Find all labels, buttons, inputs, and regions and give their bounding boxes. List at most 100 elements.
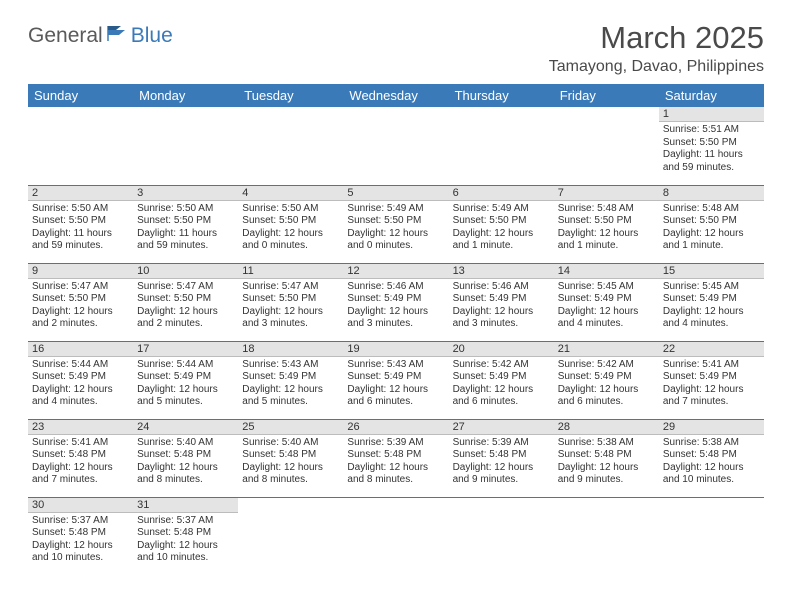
- day-details: Sunrise: 5:43 AMSunset: 5:49 PMDaylight:…: [238, 357, 343, 412]
- day-number: 12: [343, 264, 448, 279]
- day-details: Sunrise: 5:39 AMSunset: 5:48 PMDaylight:…: [449, 435, 554, 490]
- day-number: 13: [449, 264, 554, 279]
- day-number: 14: [554, 264, 659, 279]
- day-details: Sunrise: 5:45 AMSunset: 5:49 PMDaylight:…: [659, 279, 764, 334]
- day-details: Sunrise: 5:47 AMSunset: 5:50 PMDaylight:…: [133, 279, 238, 334]
- calendar-day-cell: 14Sunrise: 5:45 AMSunset: 5:49 PMDayligh…: [554, 263, 659, 341]
- day-number: 26: [343, 420, 448, 435]
- day-number: 10: [133, 264, 238, 279]
- day-number: 20: [449, 342, 554, 357]
- day-number: 8: [659, 186, 764, 201]
- calendar-week: 1Sunrise: 5:51 AMSunset: 5:50 PMDaylight…: [28, 107, 764, 185]
- day-details: Sunrise: 5:37 AMSunset: 5:48 PMDaylight:…: [133, 513, 238, 568]
- calendar-day-cell: 7Sunrise: 5:48 AMSunset: 5:50 PMDaylight…: [554, 185, 659, 263]
- day-number: 31: [133, 498, 238, 513]
- calendar-day-cell: 31Sunrise: 5:37 AMSunset: 5:48 PMDayligh…: [133, 497, 238, 575]
- calendar-day-cell: 17Sunrise: 5:44 AMSunset: 5:49 PMDayligh…: [133, 341, 238, 419]
- calendar-day-cell: [554, 107, 659, 185]
- day-number: 25: [238, 420, 343, 435]
- day-number: 6: [449, 186, 554, 201]
- day-details: Sunrise: 5:48 AMSunset: 5:50 PMDaylight:…: [659, 201, 764, 256]
- calendar-day-cell: 24Sunrise: 5:40 AMSunset: 5:48 PMDayligh…: [133, 419, 238, 497]
- day-details: Sunrise: 5:42 AMSunset: 5:49 PMDaylight:…: [554, 357, 659, 412]
- weekday-header: Tuesday: [238, 84, 343, 107]
- calendar-day-cell: 29Sunrise: 5:38 AMSunset: 5:48 PMDayligh…: [659, 419, 764, 497]
- day-number: 15: [659, 264, 764, 279]
- day-details: Sunrise: 5:42 AMSunset: 5:49 PMDaylight:…: [449, 357, 554, 412]
- day-number: 24: [133, 420, 238, 435]
- brand-part2: Blue: [131, 24, 173, 48]
- day-details: Sunrise: 5:50 AMSunset: 5:50 PMDaylight:…: [238, 201, 343, 256]
- calendar-day-cell: 6Sunrise: 5:49 AMSunset: 5:50 PMDaylight…: [449, 185, 554, 263]
- day-details: Sunrise: 5:37 AMSunset: 5:48 PMDaylight:…: [28, 513, 133, 568]
- day-number: 30: [28, 498, 133, 513]
- title-block: March 2025 Tamayong, Davao, Philippines: [549, 20, 764, 76]
- calendar-day-cell: [28, 107, 133, 185]
- day-number: 2: [28, 186, 133, 201]
- day-number: 27: [449, 420, 554, 435]
- day-details: Sunrise: 5:51 AMSunset: 5:50 PMDaylight:…: [659, 122, 764, 177]
- calendar-day-cell: 26Sunrise: 5:39 AMSunset: 5:48 PMDayligh…: [343, 419, 448, 497]
- calendar-day-cell: 9Sunrise: 5:47 AMSunset: 5:50 PMDaylight…: [28, 263, 133, 341]
- calendar-table: SundayMondayTuesdayWednesdayThursdayFrid…: [28, 84, 764, 575]
- day-number: 3: [133, 186, 238, 201]
- calendar-day-cell: 22Sunrise: 5:41 AMSunset: 5:49 PMDayligh…: [659, 341, 764, 419]
- day-number: 1: [659, 107, 764, 122]
- flag-icon: [107, 24, 129, 42]
- day-number: 29: [659, 420, 764, 435]
- day-number: 17: [133, 342, 238, 357]
- day-details: Sunrise: 5:43 AMSunset: 5:49 PMDaylight:…: [343, 357, 448, 412]
- day-number: 28: [554, 420, 659, 435]
- calendar-day-cell: 3Sunrise: 5:50 AMSunset: 5:50 PMDaylight…: [133, 185, 238, 263]
- day-details: Sunrise: 5:48 AMSunset: 5:50 PMDaylight:…: [554, 201, 659, 256]
- calendar-week: 9Sunrise: 5:47 AMSunset: 5:50 PMDaylight…: [28, 263, 764, 341]
- calendar-day-cell: [449, 107, 554, 185]
- calendar-day-cell: [238, 107, 343, 185]
- weekday-header: Sunday: [28, 84, 133, 107]
- day-details: Sunrise: 5:40 AMSunset: 5:48 PMDaylight:…: [133, 435, 238, 490]
- calendar-day-cell: 13Sunrise: 5:46 AMSunset: 5:49 PMDayligh…: [449, 263, 554, 341]
- calendar-day-cell: 19Sunrise: 5:43 AMSunset: 5:49 PMDayligh…: [343, 341, 448, 419]
- day-details: Sunrise: 5:44 AMSunset: 5:49 PMDaylight:…: [28, 357, 133, 412]
- day-number: 7: [554, 186, 659, 201]
- brand-logo: General Blue: [28, 24, 173, 48]
- calendar-day-cell: 25Sunrise: 5:40 AMSunset: 5:48 PMDayligh…: [238, 419, 343, 497]
- weekday-header: Monday: [133, 84, 238, 107]
- month-title: March 2025: [549, 20, 764, 56]
- day-number: 5: [343, 186, 448, 201]
- calendar-day-cell: 16Sunrise: 5:44 AMSunset: 5:49 PMDayligh…: [28, 341, 133, 419]
- day-number: 4: [238, 186, 343, 201]
- day-number: 16: [28, 342, 133, 357]
- calendar-day-cell: 15Sunrise: 5:45 AMSunset: 5:49 PMDayligh…: [659, 263, 764, 341]
- day-details: Sunrise: 5:39 AMSunset: 5:48 PMDaylight:…: [343, 435, 448, 490]
- calendar-page: General Blue March 2025 Tamayong, Davao,…: [0, 0, 792, 595]
- day-details: Sunrise: 5:50 AMSunset: 5:50 PMDaylight:…: [133, 201, 238, 256]
- weekday-header: Thursday: [449, 84, 554, 107]
- calendar-week: 2Sunrise: 5:50 AMSunset: 5:50 PMDaylight…: [28, 185, 764, 263]
- location-text: Tamayong, Davao, Philippines: [549, 58, 764, 76]
- calendar-day-cell: [554, 497, 659, 575]
- day-number: 22: [659, 342, 764, 357]
- day-details: Sunrise: 5:38 AMSunset: 5:48 PMDaylight:…: [659, 435, 764, 490]
- calendar-head: SundayMondayTuesdayWednesdayThursdayFrid…: [28, 84, 764, 107]
- calendar-day-cell: 8Sunrise: 5:48 AMSunset: 5:50 PMDaylight…: [659, 185, 764, 263]
- calendar-day-cell: 28Sunrise: 5:38 AMSunset: 5:48 PMDayligh…: [554, 419, 659, 497]
- calendar-day-cell: [343, 497, 448, 575]
- calendar-day-cell: 10Sunrise: 5:47 AMSunset: 5:50 PMDayligh…: [133, 263, 238, 341]
- calendar-day-cell: 5Sunrise: 5:49 AMSunset: 5:50 PMDaylight…: [343, 185, 448, 263]
- weekday-header: Friday: [554, 84, 659, 107]
- weekday-header: Saturday: [659, 84, 764, 107]
- day-details: Sunrise: 5:38 AMSunset: 5:48 PMDaylight:…: [554, 435, 659, 490]
- calendar-day-cell: 30Sunrise: 5:37 AMSunset: 5:48 PMDayligh…: [28, 497, 133, 575]
- calendar-day-cell: 18Sunrise: 5:43 AMSunset: 5:49 PMDayligh…: [238, 341, 343, 419]
- brand-part1: General: [28, 24, 103, 48]
- calendar-day-cell: 12Sunrise: 5:46 AMSunset: 5:49 PMDayligh…: [343, 263, 448, 341]
- calendar-day-cell: 21Sunrise: 5:42 AMSunset: 5:49 PMDayligh…: [554, 341, 659, 419]
- day-number: 21: [554, 342, 659, 357]
- day-details: Sunrise: 5:41 AMSunset: 5:48 PMDaylight:…: [28, 435, 133, 490]
- day-number: 18: [238, 342, 343, 357]
- calendar-day-cell: [343, 107, 448, 185]
- header: General Blue March 2025 Tamayong, Davao,…: [28, 20, 764, 76]
- day-details: Sunrise: 5:41 AMSunset: 5:49 PMDaylight:…: [659, 357, 764, 412]
- day-number: 23: [28, 420, 133, 435]
